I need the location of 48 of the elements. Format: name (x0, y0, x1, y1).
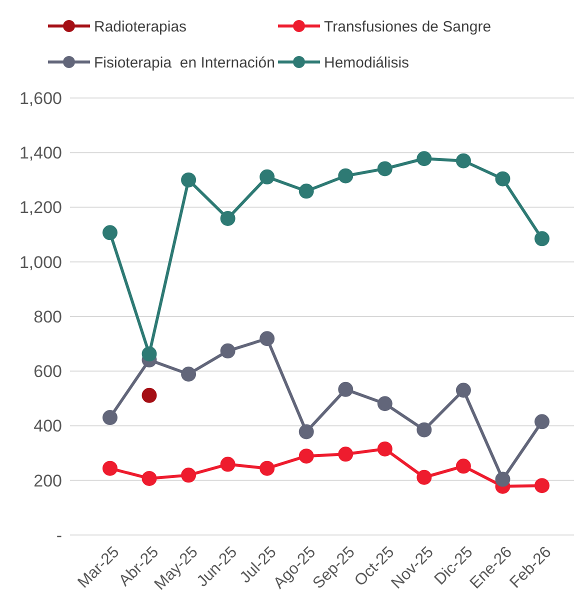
point (102, 225, 118, 240)
y-tick-label: 600 (34, 362, 62, 382)
legend-label: Radioterapias (94, 18, 187, 36)
point (142, 470, 157, 486)
point (377, 441, 392, 456)
point (495, 472, 510, 487)
y-tick-label: - (56, 526, 62, 545)
point (456, 382, 471, 398)
point (298, 424, 314, 440)
point (416, 422, 432, 438)
point (142, 346, 157, 362)
point (181, 366, 196, 382)
point (142, 388, 157, 403)
point (456, 458, 471, 474)
point (534, 414, 550, 430)
point (495, 171, 510, 186)
point (298, 184, 314, 199)
point (260, 460, 275, 476)
point (181, 172, 196, 188)
point (416, 151, 432, 166)
point (181, 468, 196, 483)
point (377, 161, 392, 176)
legend-label: Hemodiálisis (324, 54, 410, 72)
y-tick-label: 800 (34, 307, 62, 326)
point (338, 382, 354, 397)
y-tick-label: 1,400 (19, 144, 62, 163)
y-tick-label: 1,600 (19, 88, 62, 108)
y-tick-label: 1,000 (19, 252, 62, 272)
point (220, 456, 236, 472)
point (534, 231, 550, 246)
point (220, 210, 236, 226)
point (220, 343, 236, 358)
point (416, 470, 432, 485)
point (456, 153, 471, 168)
y-tick-label: 1,200 (19, 198, 62, 218)
point (377, 396, 392, 412)
point (338, 446, 354, 462)
point (534, 478, 550, 494)
point (338, 168, 354, 184)
point (260, 169, 275, 184)
point (260, 331, 275, 346)
y-tick-label: 400 (34, 416, 62, 436)
point (102, 460, 118, 476)
legend-label: Transfusiones de Sangre (324, 18, 492, 36)
point (298, 448, 314, 464)
legend-label: Fisioterapia en Internación (94, 54, 275, 72)
point (102, 410, 118, 426)
y-tick-label: 200 (34, 471, 62, 490)
